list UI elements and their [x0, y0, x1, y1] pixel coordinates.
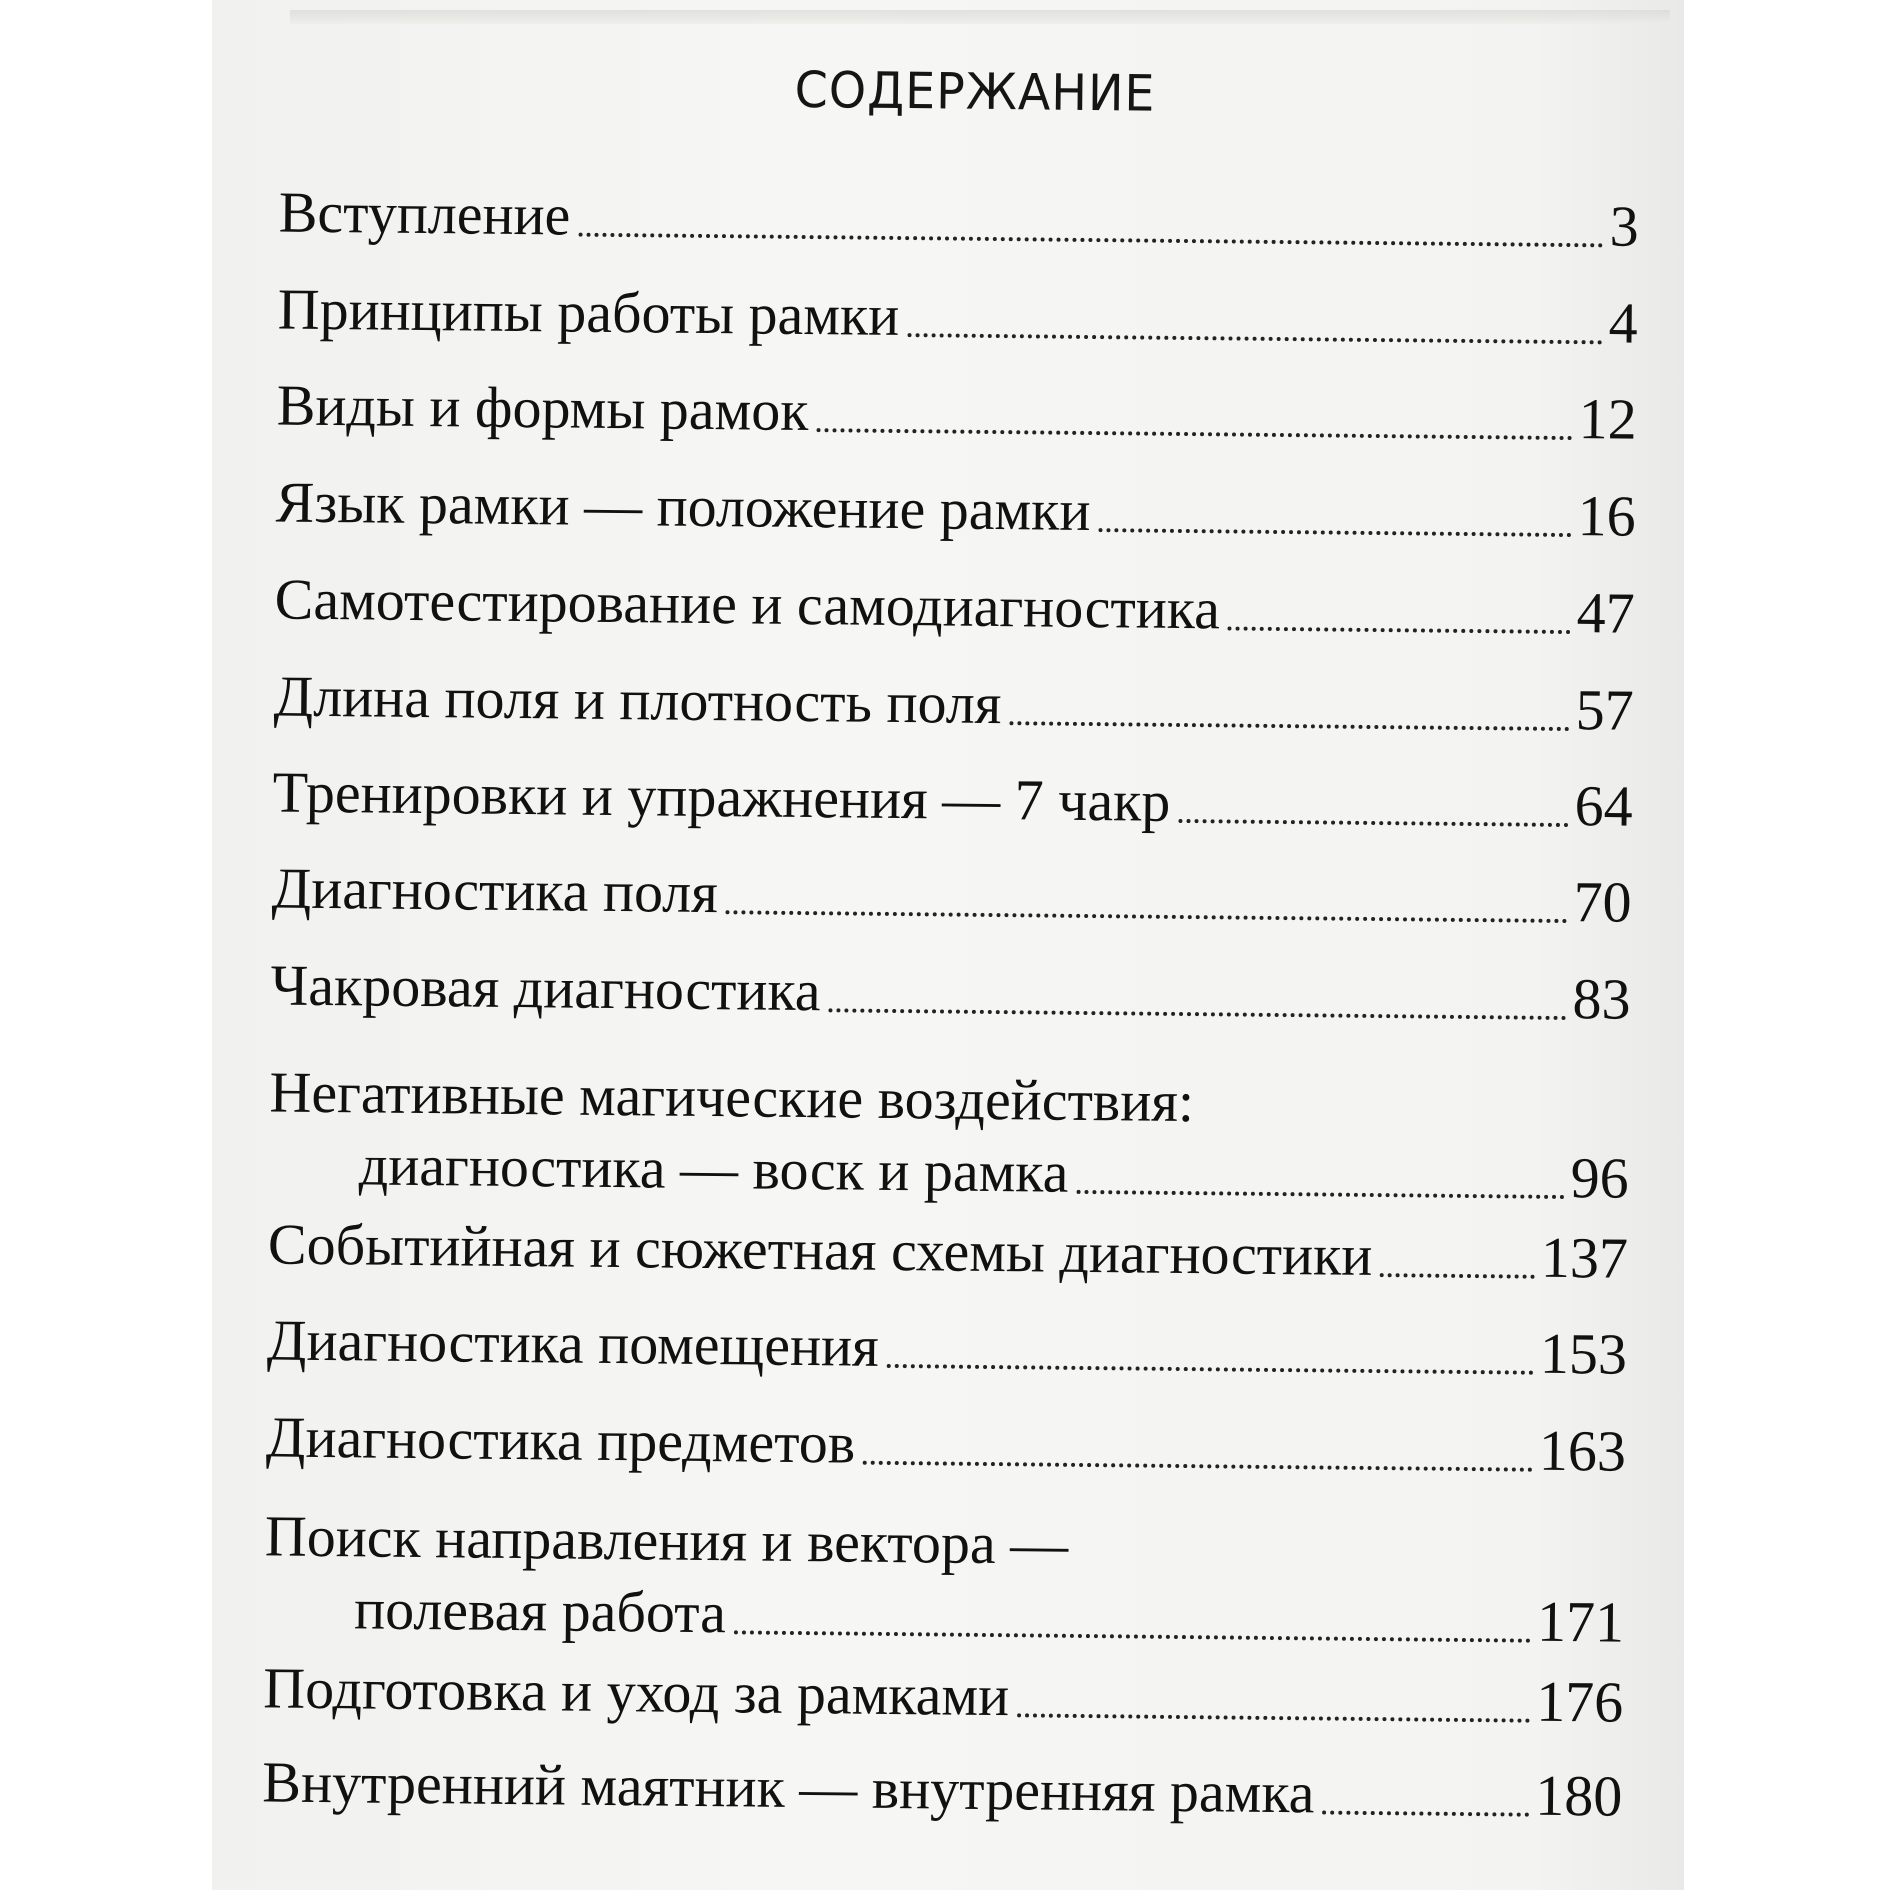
toc-entry: Чакровая диагностика 83: [270, 952, 1631, 1032]
page-number: 64: [1574, 773, 1633, 839]
entry-title: Язык рамки — положение рамки: [275, 469, 1091, 544]
toc-entry: Виды и формы рамок 12: [276, 372, 1638, 452]
toc-entry: Внутренний маятник — внутренняя рамка 180: [262, 1749, 1623, 1829]
toc-entry: Негативные магические воздействия: диагн…: [269, 1059, 1630, 1211]
entry-title: Тренировки и упражнения — 7 чакр: [272, 759, 1171, 834]
page-number: 47: [1576, 580, 1636, 646]
toc-entry: Принципы работы рамки 4: [277, 276, 1639, 356]
entry-title: Вступление: [278, 179, 571, 248]
toc-entry: Вступление 3: [278, 179, 1640, 259]
toc-entry: Диагностика предметов 163: [265, 1404, 1627, 1484]
page-number: 70: [1573, 869, 1632, 935]
entry-title: Поиск направления и вектора —: [264, 1503, 1069, 1577]
dot-leader: [725, 910, 1568, 924]
toc-entry: Поиск направления и вектора — полевая ра…: [264, 1503, 1625, 1655]
dot-leader: [1076, 1189, 1565, 1200]
dot-leader: [1322, 1810, 1530, 1817]
book-page: [212, 0, 1684, 1890]
dot-leader: [1380, 1273, 1535, 1279]
entry-title-continued: диагностика — воск и рамка: [358, 1132, 1069, 1205]
page-number: 4: [1608, 290, 1639, 356]
page-title: СОДЕРЖАНИЕ: [794, 60, 1156, 123]
entry-title: Самотестирование и самодиагностика: [274, 566, 1221, 642]
page-number: 83: [1572, 966, 1631, 1032]
dot-leader: [828, 1008, 1567, 1021]
entry-title: Виды и формы рамок: [276, 372, 809, 444]
page-top-edge: [290, 10, 1670, 24]
dot-leader: [1178, 818, 1569, 828]
page-number: 163: [1538, 1417, 1627, 1484]
toc-entry: Событийная и сюжетная схемы диагностики 1…: [267, 1211, 1629, 1291]
page-number: 12: [1578, 386, 1638, 452]
entry-title: Негативные магические воздействия:: [269, 1059, 1195, 1135]
entry-title: Диагностика предметов: [265, 1404, 856, 1476]
entry-title: Диагностика помещения: [266, 1307, 880, 1379]
entry-title: Чакровая диагностика: [270, 952, 821, 1024]
page-number: 96: [1570, 1145, 1630, 1211]
dot-leader: [578, 232, 1604, 248]
page-number: 176: [1535, 1668, 1624, 1735]
dot-leader: [1009, 721, 1570, 732]
toc-entry: Язык рамки — положение рамки 16: [275, 469, 1637, 549]
dot-leader: [1016, 1713, 1531, 1723]
toc-entry: Диагностика поля 70: [271, 855, 1632, 935]
toc-entry: Самотестирование и самодиагностика 47: [274, 566, 1636, 646]
toc-entry: Длина поля и плотность поля 57: [273, 663, 1634, 743]
page-number: 57: [1575, 677, 1634, 743]
toc-entry: Подготовка и уход за рамками 176: [262, 1655, 1624, 1735]
toc-entry: Диагностика помещения 153: [266, 1307, 1628, 1387]
entry-title: Подготовка и уход за рамками: [262, 1655, 1010, 1729]
entry-title: Длина поля и плотность поля: [273, 663, 1002, 737]
toc-entry: Тренировки и упражнения — 7 чакр 64: [272, 759, 1633, 839]
entry-title: Внутренний маятник — внутренняя рамка: [262, 1749, 1315, 1826]
entry-title: Событийная и сюжетная схемы диагностики: [267, 1211, 1373, 1289]
dot-leader: [907, 333, 1603, 345]
page-number: 137: [1540, 1224, 1629, 1291]
page-number: 171: [1536, 1588, 1625, 1655]
dot-leader: [862, 1460, 1533, 1472]
page-number: 153: [1539, 1320, 1628, 1387]
entry-title: Диагностика поля: [271, 855, 719, 926]
dot-leader: [733, 1630, 1531, 1643]
entry-title: Принципы работы рамки: [277, 276, 900, 349]
entry-title-continued: полевая работа: [353, 1576, 727, 1646]
dot-leader: [816, 428, 1573, 441]
page-number: 16: [1577, 483, 1637, 549]
dot-leader: [886, 1363, 1534, 1375]
page-number: 180: [1534, 1762, 1623, 1829]
dot-leader: [1227, 626, 1571, 635]
dot-leader: [1098, 528, 1572, 538]
page-number: 3: [1609, 193, 1640, 259]
